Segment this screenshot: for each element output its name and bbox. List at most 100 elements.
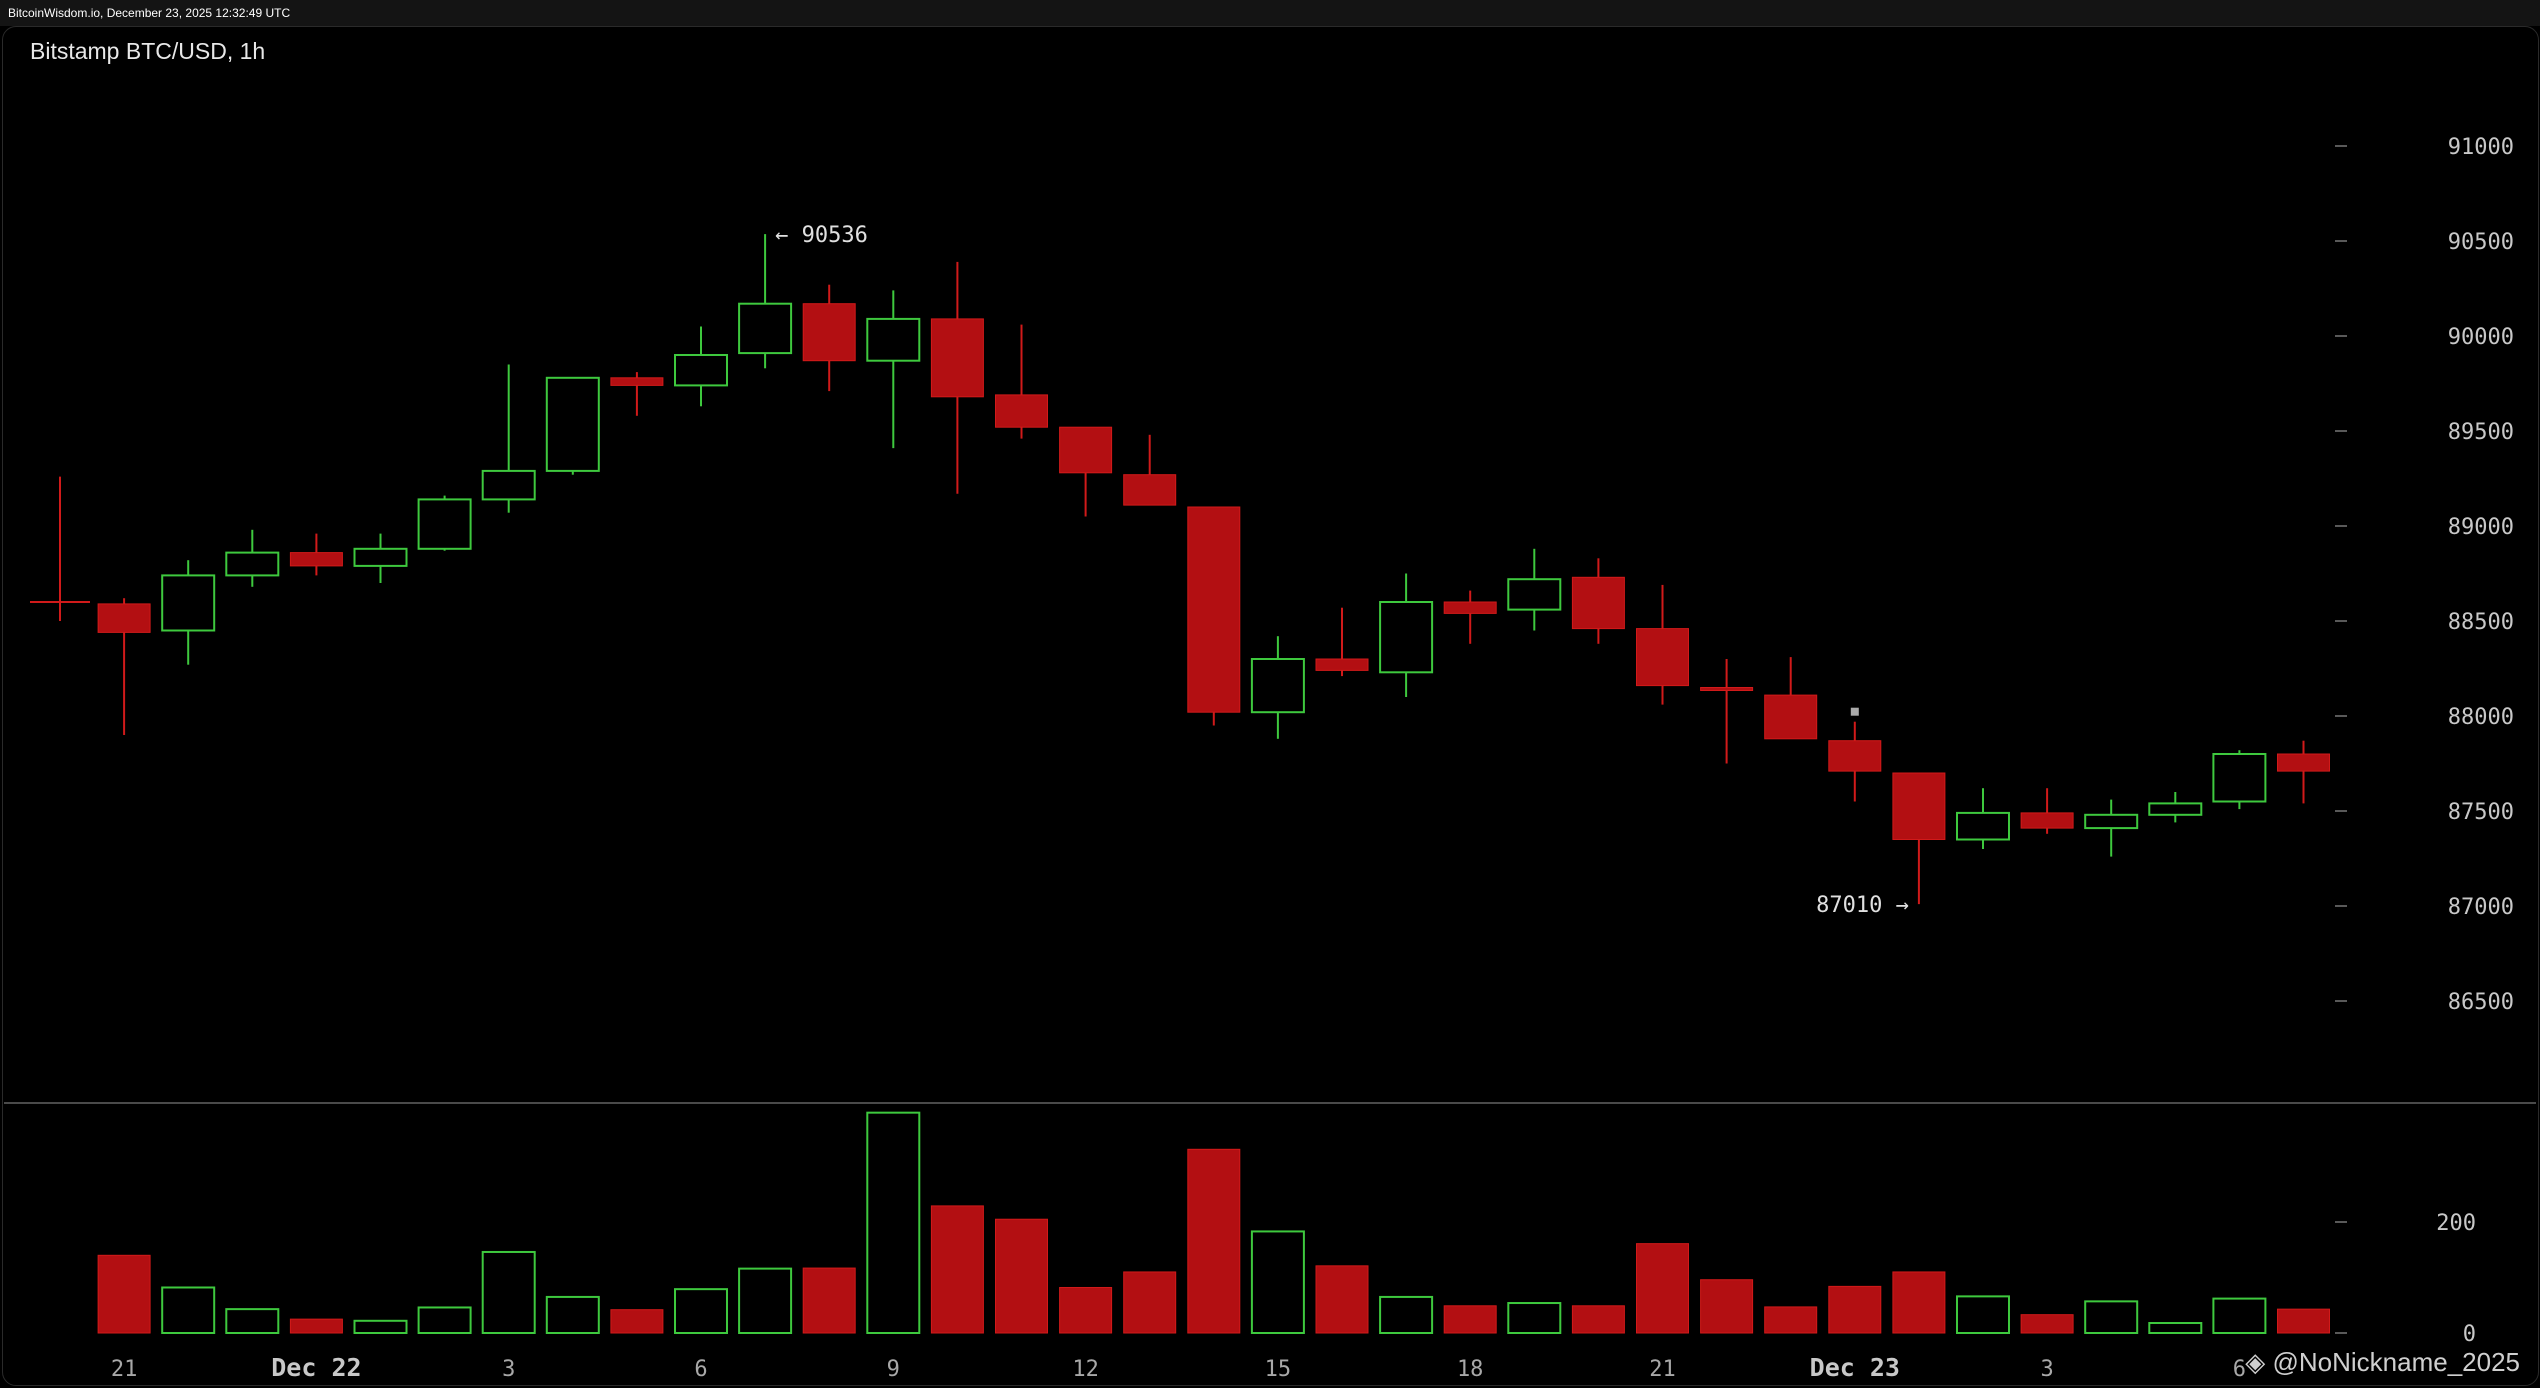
candle-body-up: [1379, 601, 1434, 674]
time-tick-label: 9: [887, 1357, 900, 1382]
volume-bar-down: [1892, 1271, 1946, 1334]
volume-bar-down: [1636, 1243, 1689, 1334]
volume-bar-up: [417, 1306, 472, 1334]
time-tick-label: 3: [502, 1357, 515, 1382]
price-tick-label: 91000: [2448, 135, 2514, 160]
time-tick-label: 6: [2233, 1357, 2246, 1382]
candles: [30, 234, 2330, 905]
candle-body-up: [2084, 813, 2139, 830]
price-tick-label: 89500: [2448, 420, 2514, 445]
candle-body-down: [1636, 628, 1689, 687]
watermark: ◈ @NoNickname_2025: [2245, 1347, 2520, 1378]
candle-body-down: [1828, 740, 1882, 772]
volume-bar-up: [1956, 1295, 2010, 1334]
volume-bar-down: [1059, 1286, 1113, 1334]
candle-body-down: [1571, 576, 1625, 630]
volume-bar-up: [2148, 1322, 2203, 1335]
source-timestamp: BitcoinWisdom.io, December 23, 2025 12:3…: [8, 6, 291, 20]
candle-body-up: [2212, 753, 2267, 803]
price-tick-label: 89000: [2448, 515, 2514, 540]
volume-tick-label: 200: [2436, 1211, 2476, 1236]
volume-bars: [97, 1111, 2330, 1335]
volume-bar-up: [674, 1288, 728, 1335]
volume-bar-down: [1443, 1305, 1497, 1334]
candle-body-down: [1700, 687, 1754, 691]
candle-body-down: [995, 394, 1048, 428]
candle-body-up: [1507, 578, 1562, 611]
extreme-price-label: ← 90536: [775, 223, 868, 248]
candle-body-down: [1764, 694, 1818, 740]
candle-body-down: [1892, 772, 1946, 840]
candle-body-down: [1123, 474, 1177, 506]
time-tick-label: 18: [1457, 1357, 1484, 1382]
candle-body-up: [738, 302, 793, 355]
candle-body-down: [97, 603, 151, 633]
price-tick-label: 86500: [2448, 990, 2514, 1015]
volume-bar-down: [1764, 1306, 1818, 1334]
volume-bar-down: [289, 1318, 343, 1334]
volume-bar-down: [1571, 1305, 1625, 1334]
volume-bar-down: [2020, 1314, 2074, 1334]
candle-body-up: [866, 317, 921, 362]
volume-bar-up: [866, 1111, 921, 1335]
price-axis: 91000 90500 90000 89500 89000 88500 88000 87500…: [2335, 135, 2514, 1015]
volume-bar-up: [161, 1286, 216, 1334]
candle-body-down: [2277, 753, 2330, 772]
price-tick-label: 90000: [2448, 325, 2514, 350]
time-tick-label: 15: [1265, 1357, 1292, 1382]
volume-bar-up: [481, 1250, 536, 1334]
candle-body-up: [1250, 658, 1305, 714]
watermark-text: @NoNickname_2025: [2272, 1347, 2520, 1377]
volume-bar-down: [610, 1309, 664, 1334]
candle-body-up: [417, 498, 472, 550]
candle-body-up: [2148, 802, 2203, 816]
time-tick-label: Dec 22: [271, 1353, 361, 1382]
price-tick-label: 87500: [2448, 800, 2514, 825]
volume-bar-down: [995, 1218, 1048, 1334]
candle-body-down: [1059, 426, 1113, 474]
volume-bar-down: [1315, 1265, 1369, 1334]
volume-bar-down: [930, 1205, 984, 1334]
top-bar: BitcoinWisdom.io, December 23, 2025 12:3…: [0, 0, 2540, 26]
time-tick-label: 12: [1072, 1357, 1099, 1382]
candle-body-down: [930, 318, 984, 398]
price-tick-label: 88500: [2448, 610, 2514, 635]
volume-bar-down: [97, 1254, 151, 1334]
time-tick-label: 3: [2040, 1357, 2053, 1382]
candle-body-up: [353, 547, 408, 567]
volume-bar-down: [1123, 1271, 1177, 1334]
volume-bar-down: [1828, 1285, 1882, 1334]
volume-bar-down: [802, 1267, 856, 1334]
time-axis: 21 Dec 22 3 6 9 12 15 18 21 Dec 23 3 6: [111, 1353, 2246, 1382]
volume-bar-up: [1507, 1302, 1562, 1335]
price-tick-label: 88000: [2448, 705, 2514, 730]
candle-body-up: [545, 376, 600, 472]
candle-body-down: [1443, 601, 1497, 614]
volume-tick-label: 0: [2463, 1322, 2476, 1347]
candle-body-down: [2020, 812, 2074, 829]
candle-body-down: [1315, 658, 1369, 671]
price-tick-label: 90500: [2448, 230, 2514, 255]
candle-body-up: [674, 354, 728, 387]
candle-body-up: [481, 469, 536, 501]
volume-bar-up: [1250, 1230, 1305, 1335]
volume-bar-down: [1187, 1148, 1241, 1334]
volume-bar-up: [1379, 1295, 1434, 1335]
marker-icon: [1850, 707, 1859, 716]
binance-logo-icon: ◈: [2245, 1347, 2266, 1377]
volume-bar-up: [545, 1295, 600, 1335]
volume-bar-up: [2212, 1297, 2267, 1334]
candle-body-up: [225, 551, 280, 577]
candle-body-down: [1187, 506, 1241, 713]
candle-body-down: [802, 303, 856, 362]
volume-bar-up: [353, 1319, 408, 1335]
time-tick-label: 21: [111, 1357, 138, 1382]
extreme-price-label: 87010 →: [1816, 893, 1909, 918]
volume-bar-down: [1700, 1279, 1754, 1334]
volume-bar-down: [2277, 1308, 2330, 1334]
volume-bar-up: [2084, 1300, 2139, 1334]
candle-body-down: [610, 377, 664, 386]
volume-bar-up: [225, 1308, 280, 1335]
